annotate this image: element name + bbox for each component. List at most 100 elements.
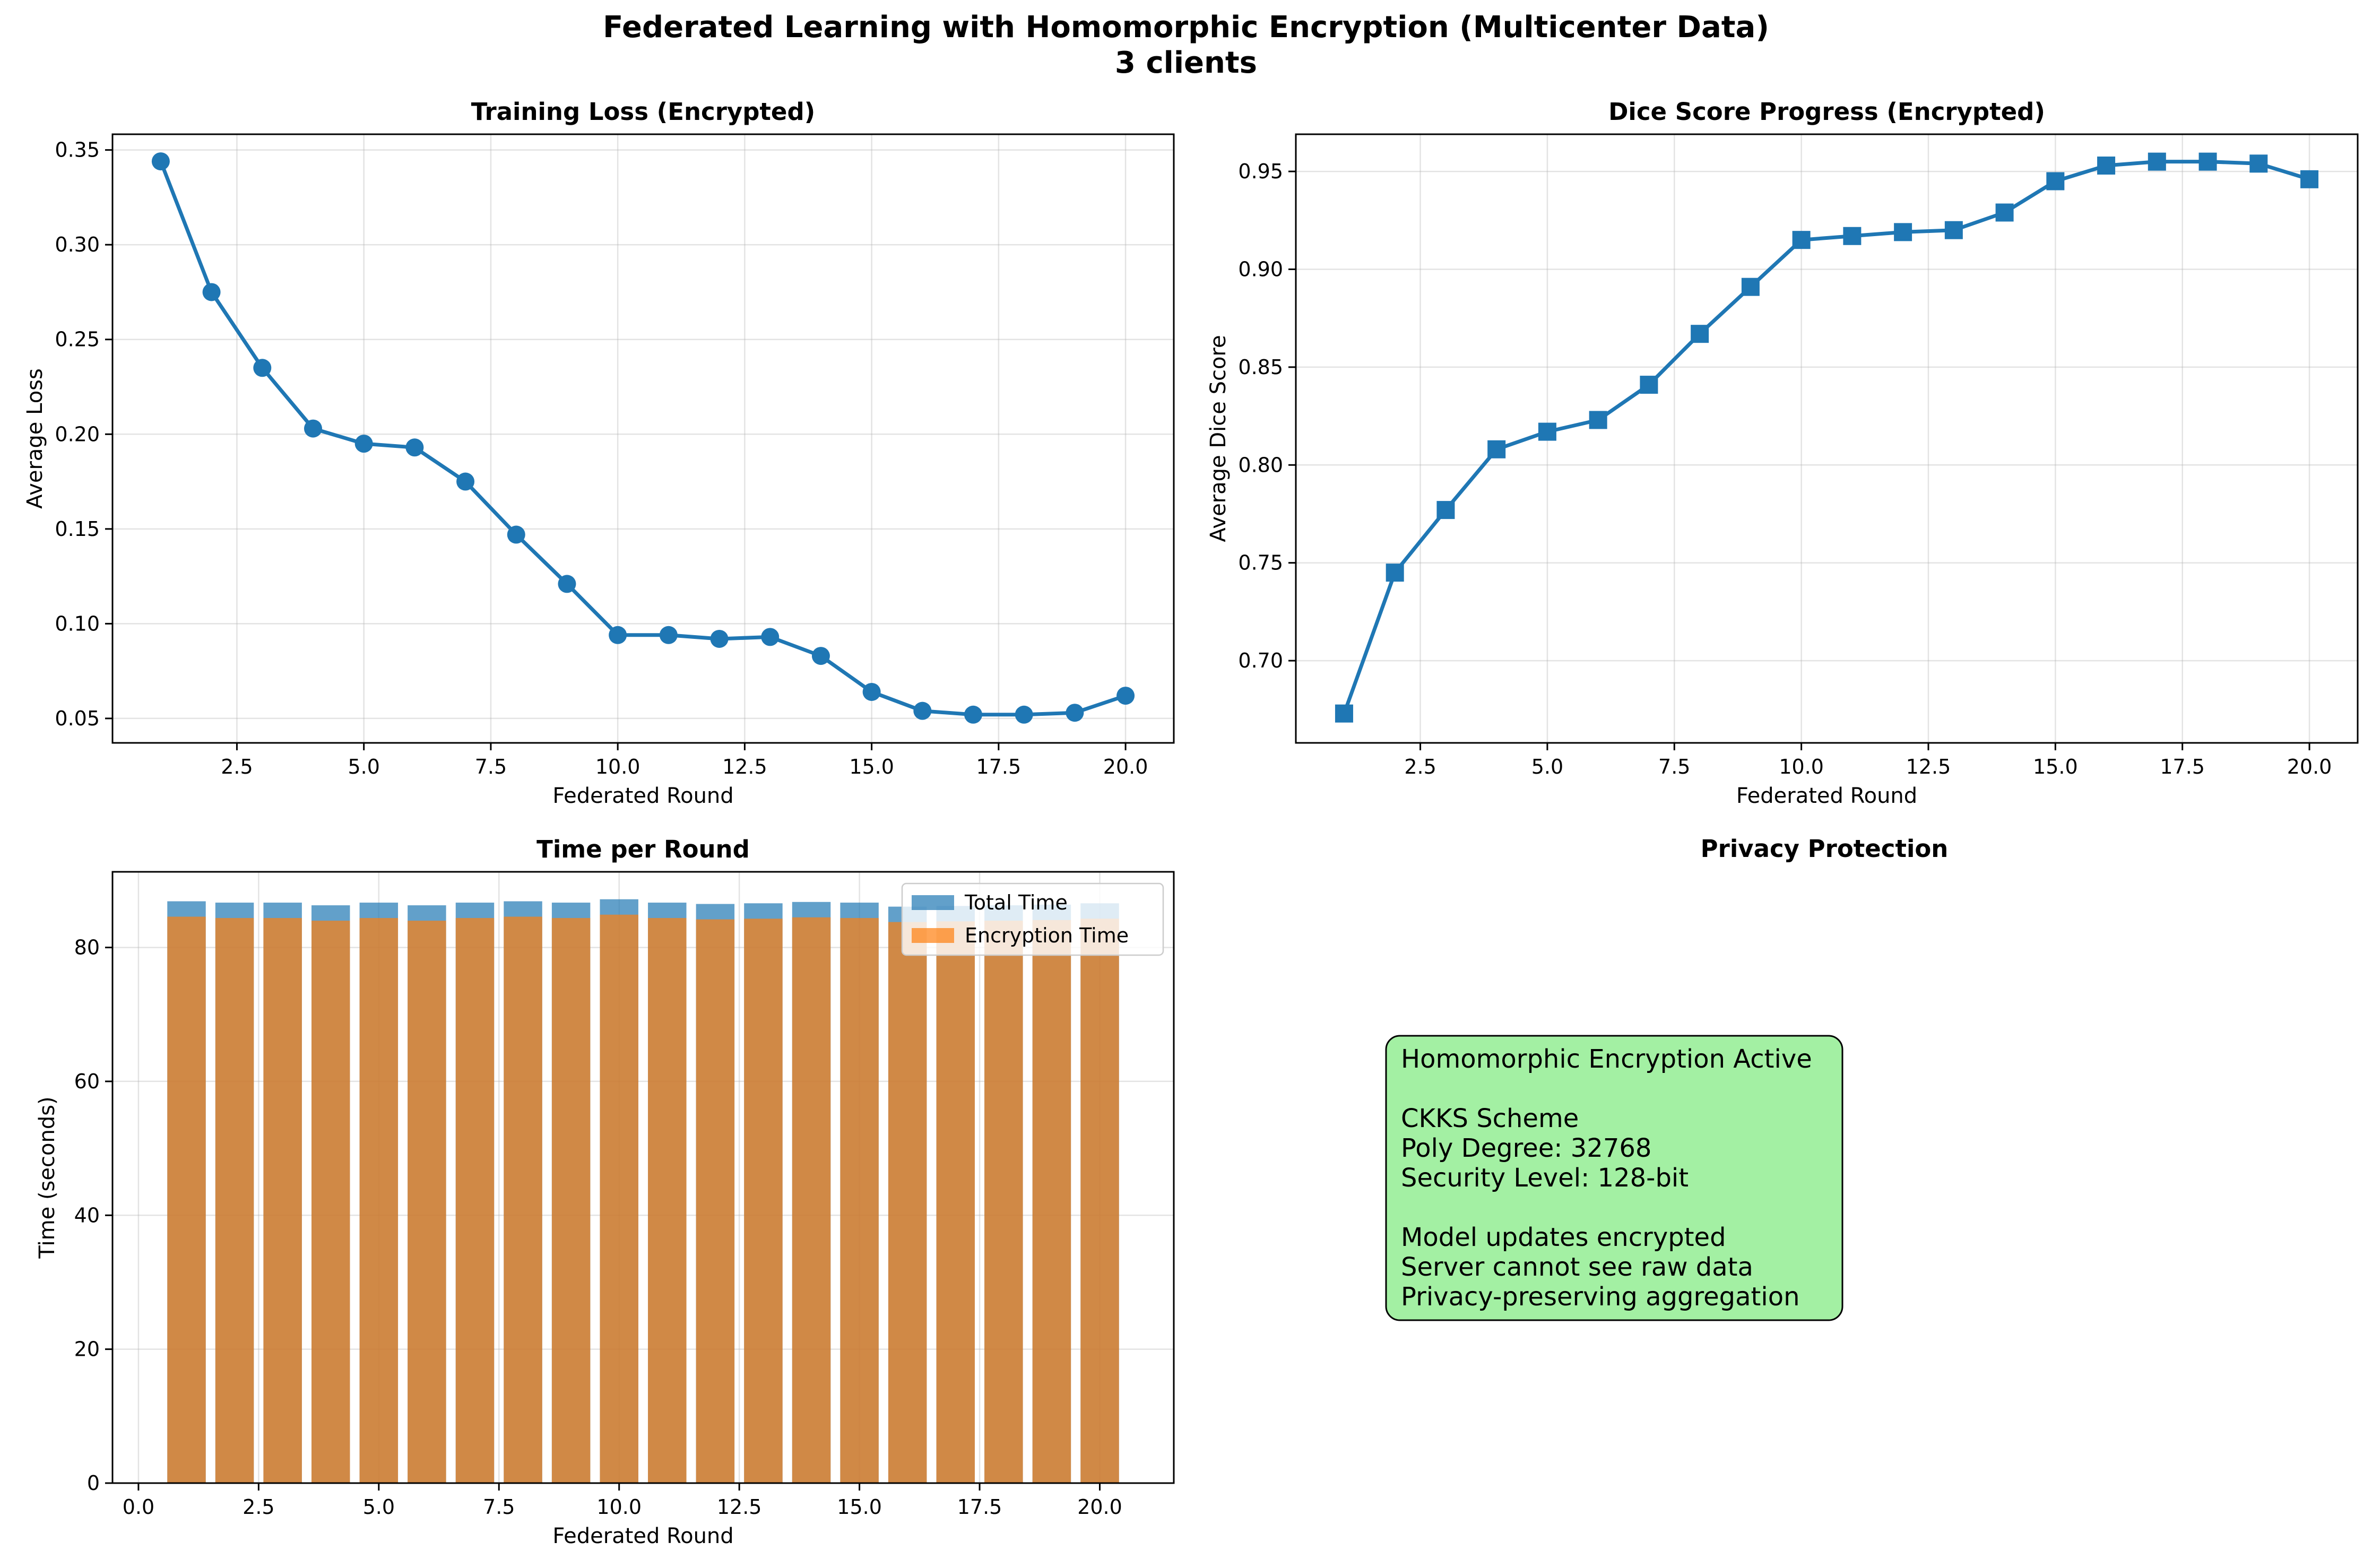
training-loss-ylabel: Average Loss	[23, 368, 47, 509]
training-loss-ytick-label: 0.20	[55, 422, 100, 446]
training-loss-xtick-label: 7.5	[475, 755, 507, 778]
dice-score-ytick-label: 0.75	[1238, 551, 1283, 575]
encryption-time-bar	[1032, 920, 1071, 1483]
training-loss-xtick-label: 10.0	[595, 755, 640, 778]
dice-score-ytick-label: 0.80	[1238, 453, 1283, 477]
dice-score-point	[1741, 278, 1760, 296]
time-per-round-xtick-label: 15.0	[837, 1495, 882, 1519]
privacy-info-box	[1385, 1035, 1843, 1321]
privacy-info-line-7: Model updates encrypted	[1401, 1223, 1726, 1252]
training-loss-point	[964, 705, 983, 724]
training-loss-xtick-label: 15.0	[849, 755, 894, 778]
time-per-round-ylabel: Time (seconds)	[35, 1096, 59, 1259]
dice-score-point	[1843, 227, 1862, 245]
time-per-round-title: Time per Round	[536, 835, 750, 863]
dice-score-xtick-label: 12.5	[1906, 755, 1951, 778]
dice-score-point	[1436, 501, 1455, 519]
training-loss-point	[253, 359, 272, 377]
training-loss-point	[1066, 704, 1084, 722]
privacy-info-line-5: Security Level: 128-bit	[1401, 1163, 1689, 1193]
encryption-time-bar	[215, 918, 254, 1483]
encryption-time-bar	[504, 916, 542, 1483]
encryption-time-bar	[792, 917, 831, 1483]
training-loss-panel: 2.5 5.0 7.5 10.0 12.5 15.0 17.5 20.0 0.05 0.10 0.1…	[23, 98, 1175, 808]
training-loss-xtick-label: 12.5	[722, 755, 767, 778]
training-loss-ytick-label: 0.35	[55, 138, 100, 162]
training-loss-ytick-label: 0.25	[55, 328, 100, 351]
time-per-round-xlabel: Federated Round	[552, 1524, 733, 1548]
training-loss-point	[1116, 687, 1135, 705]
encryption-time-bar	[888, 922, 927, 1483]
time-per-round-ytick-label: 60	[74, 1070, 100, 1093]
dice-score-panel: 2.5 5.0 7.5 10.0 12.5 15.0 17.5 20.0 0.70 0.75 0.8…	[1206, 98, 2359, 808]
dice-score-ylabel: Average Dice Score	[1206, 335, 1231, 542]
privacy-info-line-9: Privacy-preserving aggregation	[1401, 1282, 1800, 1312]
privacy-info-line-3: CKKS Scheme	[1401, 1104, 1579, 1133]
time-per-round-panel: Total Time Encryption Time 0.0 2.5 5.0 7.5 10.…	[35, 835, 1175, 1548]
time-per-round-ytick-label: 40	[74, 1203, 100, 1227]
dice-score-xtick-label: 15.0	[2033, 755, 2078, 778]
training-loss-title: Training Loss (Encrypted)	[471, 98, 816, 126]
training-loss-point	[354, 435, 373, 453]
dice-score-point	[2198, 152, 2217, 171]
training-loss-point	[862, 682, 881, 701]
training-loss-axes-frame	[111, 133, 1175, 744]
training-loss-xlabel: Federated Round	[552, 784, 733, 808]
training-loss-point	[659, 626, 678, 644]
time-per-round-xtick-label: 0.0	[123, 1495, 154, 1519]
encryption-time-bar	[696, 919, 735, 1483]
dice-score-point	[1487, 440, 1506, 458]
training-loss-xtick-label: 17.5	[976, 755, 1021, 778]
encryption-time-bar	[984, 921, 1023, 1483]
training-loss-point	[761, 628, 780, 646]
encryption-time-bar	[840, 918, 879, 1483]
time-per-round-xtick-label: 12.5	[717, 1495, 762, 1519]
encryption-time-bar	[455, 918, 495, 1483]
dice-score-point	[1691, 325, 1709, 343]
encryption-time-bar	[648, 918, 687, 1483]
dice-score-point	[1995, 203, 2014, 222]
privacy-panel: Privacy Protection Homomorphic Encryptio…	[1385, 835, 1949, 1321]
dice-score-point	[1335, 704, 1353, 723]
dice-score-xtick-label: 10.0	[1779, 755, 1824, 778]
dice-score-title: Dice Score Progress (Encrypted)	[1608, 98, 2045, 126]
time-per-round-axes-frame	[111, 871, 1175, 1484]
dice-score-xlabel: Federated Round	[1736, 784, 1917, 808]
dice-score-point	[2148, 152, 2166, 171]
total-time-legend-label: Total Time	[964, 891, 1068, 914]
training-loss-point	[913, 701, 932, 720]
time-per-round-xtick-label: 20.0	[1077, 1495, 1122, 1519]
time-per-round-ytick-label: 0	[87, 1471, 100, 1495]
total-time-legend-swatch	[912, 895, 954, 910]
dice-score-point	[1538, 422, 1556, 441]
dice-score-point	[1386, 564, 1404, 582]
encryption-time-legend-swatch	[912, 928, 954, 943]
time-per-round-xtick-label: 10.0	[596, 1495, 642, 1519]
dice-score-xtick-label: 5.0	[1531, 755, 1563, 778]
time-per-round-xtick-label: 17.5	[957, 1495, 1002, 1519]
dice-score-xtick-label: 17.5	[2160, 755, 2205, 778]
training-loss-ytick-label: 0.15	[55, 517, 100, 541]
training-loss-point	[1015, 705, 1033, 724]
training-loss-point	[456, 472, 475, 491]
encryption-time-bar	[551, 918, 591, 1483]
training-loss-point	[405, 438, 424, 457]
time-per-round-xtick-label: 7.5	[483, 1495, 515, 1519]
dice-score-xtick-label: 7.5	[1658, 755, 1690, 778]
time-per-round-xtick-label: 2.5	[243, 1495, 274, 1519]
privacy-panel-title: Privacy Protection	[1701, 835, 1949, 863]
encryption-time-bar	[408, 921, 446, 1483]
privacy-info-line-8: Server cannot see raw data	[1401, 1252, 1753, 1282]
training-loss-point	[710, 629, 729, 648]
dice-score-ytick-label: 0.90	[1238, 257, 1283, 281]
encryption-time-legend-label: Encryption Time	[965, 924, 1129, 947]
privacy-info-line-4: Poly Degree: 32768	[1401, 1133, 1651, 1163]
training-loss-point	[507, 525, 525, 544]
training-loss-xtick-label: 2.5	[221, 755, 253, 778]
training-loss-point	[558, 575, 576, 593]
dice-score-series-line	[1342, 160, 2310, 714]
dice-score-point	[2097, 157, 2116, 175]
training-loss-xtick-label: 5.0	[348, 755, 379, 778]
dice-score-ytick-label: 0.85	[1238, 356, 1283, 379]
